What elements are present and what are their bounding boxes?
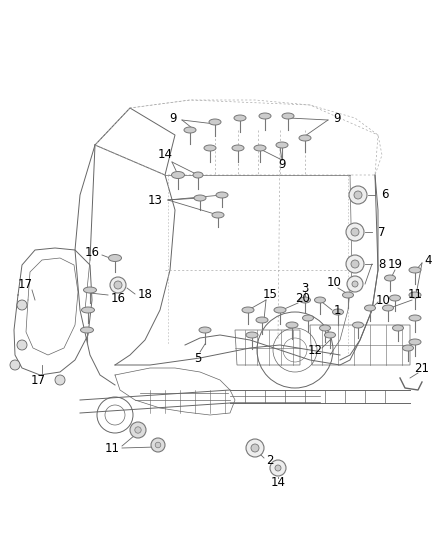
Ellipse shape bbox=[392, 325, 403, 331]
Text: 2: 2 bbox=[266, 454, 274, 466]
Circle shape bbox=[130, 422, 146, 438]
Circle shape bbox=[155, 442, 161, 448]
Ellipse shape bbox=[109, 254, 121, 262]
Text: 13: 13 bbox=[148, 193, 162, 206]
Text: 21: 21 bbox=[414, 361, 430, 375]
Circle shape bbox=[347, 276, 363, 292]
Ellipse shape bbox=[194, 195, 206, 201]
Circle shape bbox=[351, 260, 359, 268]
Ellipse shape bbox=[409, 292, 421, 298]
Circle shape bbox=[352, 281, 358, 287]
Text: 14: 14 bbox=[271, 477, 286, 489]
Ellipse shape bbox=[254, 145, 266, 151]
Ellipse shape bbox=[299, 135, 311, 141]
Text: 10: 10 bbox=[327, 276, 342, 288]
Text: 6: 6 bbox=[381, 189, 389, 201]
Ellipse shape bbox=[332, 309, 343, 315]
Circle shape bbox=[151, 438, 165, 452]
Text: 15: 15 bbox=[262, 288, 277, 302]
Ellipse shape bbox=[409, 315, 421, 321]
Circle shape bbox=[114, 281, 122, 289]
Ellipse shape bbox=[234, 115, 246, 121]
Text: 17: 17 bbox=[31, 374, 46, 386]
Ellipse shape bbox=[403, 345, 413, 351]
Text: 9: 9 bbox=[333, 111, 341, 125]
Ellipse shape bbox=[242, 307, 254, 313]
Text: 19: 19 bbox=[388, 259, 403, 271]
Circle shape bbox=[354, 191, 362, 199]
Text: 20: 20 bbox=[296, 292, 311, 304]
Ellipse shape bbox=[259, 113, 271, 119]
Ellipse shape bbox=[303, 315, 314, 321]
Text: 4: 4 bbox=[424, 254, 432, 266]
Ellipse shape bbox=[343, 292, 353, 298]
Text: 8: 8 bbox=[378, 257, 386, 271]
Ellipse shape bbox=[325, 332, 336, 338]
Circle shape bbox=[246, 439, 264, 457]
Circle shape bbox=[270, 460, 286, 476]
Ellipse shape bbox=[409, 339, 421, 345]
Text: 9: 9 bbox=[278, 158, 286, 172]
Circle shape bbox=[349, 186, 367, 204]
Text: 16: 16 bbox=[110, 292, 126, 304]
Ellipse shape bbox=[385, 275, 396, 281]
Ellipse shape bbox=[382, 305, 393, 311]
Text: 1: 1 bbox=[333, 303, 341, 317]
Circle shape bbox=[17, 300, 27, 310]
Text: 17: 17 bbox=[18, 279, 32, 292]
Text: 10: 10 bbox=[375, 294, 390, 306]
Ellipse shape bbox=[276, 142, 288, 148]
Circle shape bbox=[251, 444, 259, 452]
Ellipse shape bbox=[353, 322, 364, 328]
Text: 3: 3 bbox=[301, 281, 309, 295]
Text: 16: 16 bbox=[85, 246, 99, 260]
Ellipse shape bbox=[199, 327, 211, 333]
Circle shape bbox=[346, 255, 364, 273]
Ellipse shape bbox=[389, 295, 400, 301]
Ellipse shape bbox=[274, 307, 286, 313]
Ellipse shape bbox=[300, 297, 311, 303]
Text: 9: 9 bbox=[169, 111, 177, 125]
Ellipse shape bbox=[204, 145, 216, 151]
Circle shape bbox=[346, 223, 364, 241]
Text: 11: 11 bbox=[407, 288, 423, 302]
Ellipse shape bbox=[216, 192, 228, 198]
Ellipse shape bbox=[81, 307, 95, 313]
Ellipse shape bbox=[193, 172, 203, 178]
Ellipse shape bbox=[172, 172, 184, 179]
Ellipse shape bbox=[364, 305, 375, 311]
Ellipse shape bbox=[184, 127, 196, 133]
Ellipse shape bbox=[232, 145, 244, 151]
Circle shape bbox=[135, 427, 141, 433]
Ellipse shape bbox=[319, 325, 331, 331]
Text: 12: 12 bbox=[307, 343, 322, 357]
Circle shape bbox=[10, 360, 20, 370]
Circle shape bbox=[275, 465, 281, 471]
Ellipse shape bbox=[81, 327, 93, 333]
Ellipse shape bbox=[282, 113, 294, 119]
Ellipse shape bbox=[256, 317, 268, 323]
Circle shape bbox=[351, 228, 359, 236]
Circle shape bbox=[55, 375, 65, 385]
Text: 18: 18 bbox=[138, 288, 152, 302]
Ellipse shape bbox=[409, 267, 421, 273]
Text: 11: 11 bbox=[105, 441, 120, 455]
Ellipse shape bbox=[246, 332, 258, 338]
Ellipse shape bbox=[286, 322, 298, 328]
Text: 14: 14 bbox=[158, 149, 173, 161]
Circle shape bbox=[110, 277, 126, 293]
Ellipse shape bbox=[314, 297, 325, 303]
Circle shape bbox=[17, 340, 27, 350]
Text: 5: 5 bbox=[194, 351, 201, 365]
Ellipse shape bbox=[209, 119, 221, 125]
Ellipse shape bbox=[212, 212, 224, 218]
Text: 7: 7 bbox=[378, 225, 386, 238]
Ellipse shape bbox=[84, 287, 96, 293]
